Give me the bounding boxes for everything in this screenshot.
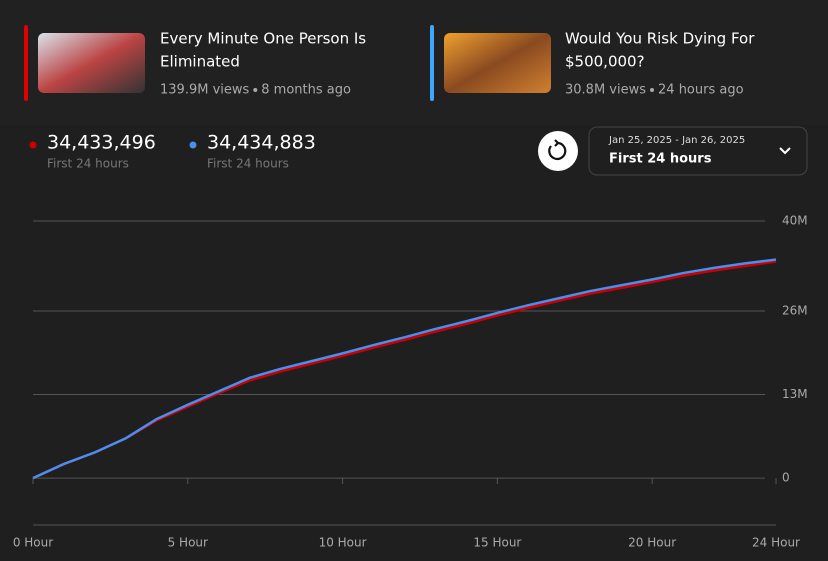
video-views: 139.9M views xyxy=(160,83,250,98)
accent-bar xyxy=(24,25,28,101)
y-tick-label: 40M xyxy=(782,214,808,228)
video-title: $500,000? xyxy=(565,53,645,71)
stat-value: 34,433,496 xyxy=(47,132,156,154)
y-tick-label: 26M xyxy=(782,303,808,317)
x-tick-label: 10 Hour xyxy=(319,536,367,550)
video-age: 8 months ago xyxy=(261,83,351,98)
video-age: 24 hours ago xyxy=(658,83,744,98)
video-views: 30.8M views xyxy=(565,83,646,98)
x-tick-label: 20 Hour xyxy=(628,536,676,550)
x-tick-label: 0 Hour xyxy=(13,536,53,550)
video-title: Eliminated xyxy=(160,53,240,71)
range-dates: Jan 25, 2025 - Jan 26, 2025 xyxy=(608,135,745,146)
legend-dot xyxy=(189,141,197,149)
x-tick-label: 24 Hour xyxy=(752,536,800,550)
thumbnail[interactable] xyxy=(444,33,551,93)
thumbnail[interactable] xyxy=(38,33,145,93)
separator xyxy=(650,88,655,92)
stat-value: 34,434,883 xyxy=(207,132,316,154)
reset-icon xyxy=(548,139,567,161)
stat-caption: First 24 hours xyxy=(47,157,129,171)
video-title: Every Minute One Person Is xyxy=(160,30,366,48)
reset-button[interactable] xyxy=(538,131,578,171)
y-tick-label: 13M xyxy=(782,387,808,401)
y-tick-label: 0 xyxy=(782,471,790,485)
video-title: Would You Risk Dying For xyxy=(565,30,755,48)
range-label: First 24 hours xyxy=(609,152,712,167)
chart-bg xyxy=(0,125,828,561)
range-picker[interactable] xyxy=(588,126,808,176)
series-line xyxy=(32,258,777,480)
x-tick-label: 5 Hour xyxy=(168,536,208,550)
chevron xyxy=(779,147,791,155)
stat-caption: First 24 hours xyxy=(207,157,289,171)
accent-bar xyxy=(430,25,434,101)
x-tick-label: 15 Hour xyxy=(473,536,521,550)
separator xyxy=(253,88,258,92)
legend-dot xyxy=(29,141,37,149)
